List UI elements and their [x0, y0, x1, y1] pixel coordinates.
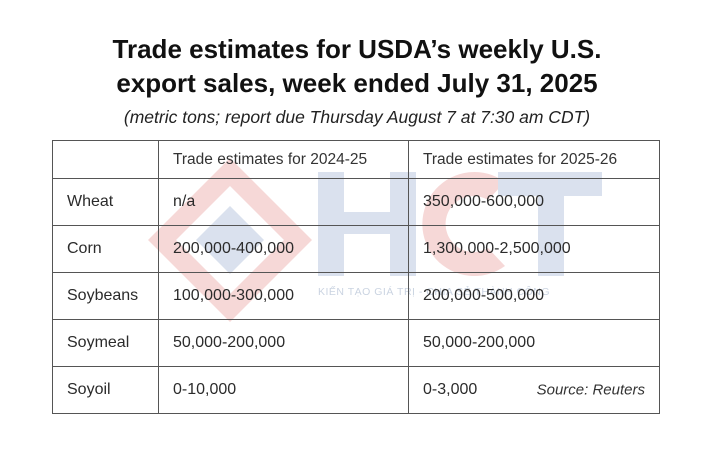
table-row: Corn 200,000-400,000 1,300,000-2,500,000 — [52, 225, 660, 273]
source-credit: Source: Reuters — [536, 381, 645, 399]
estimate-2024-25-cell: 0-10,000 — [158, 366, 409, 414]
table-row: Soyoil 0-10,000 0-3,000 Source: Reuters — [52, 366, 660, 414]
estimate-2025-26-cell: 50,000-200,000 — [408, 319, 660, 367]
estimate-value: 0-3,000 — [423, 381, 478, 398]
commodity-cell: Wheat — [52, 178, 159, 226]
commodity-cell: Soyoil — [52, 366, 159, 414]
estimate-2024-25-cell: 200,000-400,000 — [158, 225, 409, 273]
table-row: Soybeans 100,000-300,000 200,000-500,000 — [52, 272, 660, 320]
commodity-cell: Soymeal — [52, 319, 159, 367]
estimate-2024-25-cell: 50,000-200,000 — [158, 319, 409, 367]
page-title-line-1: Trade estimates for USDA’s weekly U.S. — [112, 34, 602, 64]
table-header-row: Trade estimates for 2024-25 Trade estima… — [52, 140, 660, 179]
page-subtitle: (metric tons; report due Thursday August… — [123, 107, 591, 127]
header-commodity — [52, 140, 159, 179]
estimate-2024-25-cell: 100,000-300,000 — [158, 272, 409, 320]
table-row: Soymeal 50,000-200,000 50,000-200,000 — [52, 319, 660, 367]
estimates-table: Trade estimates for 2024-25 Trade estima… — [52, 140, 660, 414]
commodity-cell: Soybeans — [52, 272, 159, 320]
table-row: Wheat n/a 350,000-600,000 — [52, 178, 660, 226]
page-title-line-2: export sales, week ended July 31, 2025 — [116, 68, 598, 98]
estimate-2025-26-cell: 1,300,000-2,500,000 — [408, 225, 660, 273]
estimate-2024-25-cell: n/a — [158, 178, 409, 226]
header-2024-25: Trade estimates for 2024-25 — [158, 140, 409, 179]
estimate-2025-26-cell: 200,000-500,000 — [408, 272, 660, 320]
estimate-2025-26-cell: 350,000-600,000 — [408, 178, 660, 226]
header-2025-26: Trade estimates for 2025-26 — [408, 140, 660, 179]
estimates-table-container: Trade estimates for 2024-25 Trade estima… — [52, 140, 660, 420]
commodity-cell: Corn — [52, 225, 159, 273]
estimate-2025-26-cell: 0-3,000 Source: Reuters — [408, 366, 660, 414]
